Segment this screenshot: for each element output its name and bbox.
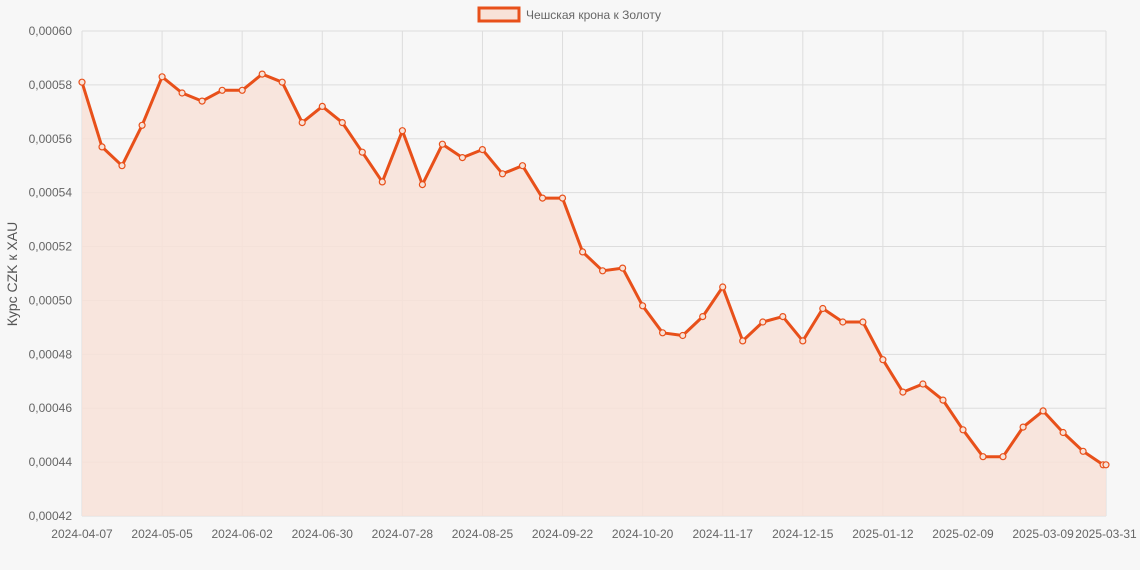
data-point[interactable] (999, 453, 1007, 461)
data-point[interactable] (779, 313, 787, 321)
legend[interactable]: Чешская крона к Золоту (477, 6, 661, 23)
data-point[interactable] (839, 318, 847, 326)
legend-label[interactable]: Чешская крона к Золоту (526, 8, 661, 22)
data-point[interactable] (198, 97, 206, 105)
data-point[interactable] (558, 194, 567, 202)
data-point[interactable] (819, 304, 827, 313)
data-point[interactable] (178, 89, 186, 97)
data-point[interactable] (719, 283, 727, 291)
data-point[interactable] (278, 78, 286, 86)
y-tick-label: 0,00042 (29, 509, 73, 523)
data-point[interactable] (418, 181, 426, 189)
y-tick-label: 0,00056 (29, 132, 73, 146)
data-point[interactable] (919, 380, 927, 388)
data-point[interactable] (1039, 407, 1047, 415)
data-point[interactable] (98, 143, 106, 151)
data-point[interactable] (498, 170, 507, 178)
data-point[interactable] (979, 453, 987, 461)
data-point[interactable] (939, 396, 947, 404)
y-tick-label: 0,00046 (29, 401, 73, 415)
data-point[interactable] (478, 146, 486, 154)
data-point[interactable] (398, 127, 406, 135)
x-tick-label: 2024-09-22 (532, 527, 594, 541)
x-tick-label: 2024-06-30 (292, 527, 354, 541)
data-point[interactable] (598, 267, 607, 275)
data-point[interactable] (118, 162, 126, 170)
x-tick-label: 2024-08-25 (452, 527, 514, 541)
data-point[interactable] (859, 318, 867, 326)
data-point[interactable] (538, 194, 547, 202)
x-tick-label: 2024-11-17 (692, 527, 753, 541)
data-point[interactable] (458, 154, 466, 162)
legend-swatch[interactable] (477, 6, 521, 23)
x-tick-label: 2024-04-07 (51, 527, 113, 541)
data-point[interactable] (258, 70, 266, 78)
data-point[interactable] (1102, 461, 1110, 469)
data-point[interactable] (1059, 428, 1067, 437)
x-tick-label: 2025-01-12 (852, 527, 914, 541)
data-point[interactable] (158, 73, 166, 81)
data-point[interactable] (1079, 447, 1087, 455)
data-point[interactable] (138, 121, 146, 129)
data-point[interactable] (298, 118, 306, 127)
data-point[interactable] (218, 86, 226, 94)
data-point[interactable] (679, 331, 687, 340)
data-point[interactable] (378, 178, 386, 186)
x-axis: 2024-04-07 2024-05-05 2024-06-02 2024-06-30… (51, 527, 1137, 541)
data-point[interactable] (739, 337, 747, 345)
data-point[interactable] (78, 78, 86, 86)
data-point[interactable] (959, 426, 967, 434)
data-point[interactable] (338, 118, 346, 127)
x-tick-label: 2025-02-09 (932, 527, 994, 541)
x-tick-label: 2024-07-28 (372, 527, 434, 541)
data-point[interactable] (238, 86, 246, 94)
x-tick-label: 2024-05-05 (131, 527, 193, 541)
data-point[interactable] (879, 356, 887, 364)
data-point[interactable] (699, 313, 707, 321)
data-point[interactable] (638, 302, 647, 310)
data-point[interactable] (799, 337, 807, 345)
y-tick-label: 0,00044 (29, 455, 73, 469)
y-axis-title: Курс CZK к XAU (4, 222, 20, 326)
x-tick-label: 2024-06-02 (211, 527, 273, 541)
data-point[interactable] (658, 329, 667, 337)
y-axis: 0,00042 0,00044 0,00046 0,00048 0,00050 0,000… (29, 24, 73, 523)
data-point[interactable] (438, 140, 446, 148)
data-point[interactable] (618, 264, 627, 272)
data-point[interactable] (1019, 423, 1027, 431)
y-tick-label: 0,00052 (29, 240, 73, 254)
data-point[interactable] (899, 388, 907, 396)
y-tick-label: 0,00060 (29, 24, 73, 38)
data-point[interactable] (578, 248, 587, 256)
x-tick-label: 2024-12-15 (772, 527, 834, 541)
data-point[interactable] (358, 148, 366, 156)
y-tick-label: 0,00050 (29, 293, 73, 307)
y-tick-label: 0,00058 (29, 78, 73, 92)
x-tick-label: 2025-03-31 (1075, 527, 1137, 541)
x-tick-label: 2025-03-09 (1012, 527, 1074, 541)
plot-area (78, 70, 1110, 516)
data-point[interactable] (759, 318, 767, 326)
series-area-fill (82, 74, 1106, 516)
data-point[interactable] (518, 162, 527, 170)
y-tick-label: 0,00054 (29, 186, 73, 200)
data-point[interactable] (318, 102, 326, 111)
x-tick-label: 2024-10-20 (612, 527, 674, 541)
y-tick-label: 0,00048 (29, 347, 73, 361)
